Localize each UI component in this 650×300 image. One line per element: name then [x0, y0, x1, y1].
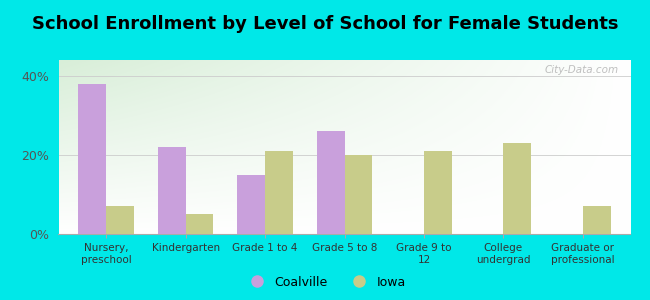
Bar	[265, 151, 293, 234]
Text: School Enrollment by Level of School for Female Students: School Enrollment by Level of School for…	[32, 15, 618, 33]
Bar	[344, 155, 372, 234]
Bar	[79, 84, 106, 234]
Bar	[158, 147, 186, 234]
Bar	[237, 175, 265, 234]
Text: City-Data.com: City-Data.com	[545, 65, 619, 75]
Bar	[186, 214, 213, 234]
Legend: Coalville, Iowa: Coalville, Iowa	[239, 271, 411, 294]
Bar	[317, 131, 345, 234]
Bar	[424, 151, 452, 234]
Bar	[583, 206, 610, 234]
Bar	[106, 206, 134, 234]
Bar	[503, 143, 531, 234]
